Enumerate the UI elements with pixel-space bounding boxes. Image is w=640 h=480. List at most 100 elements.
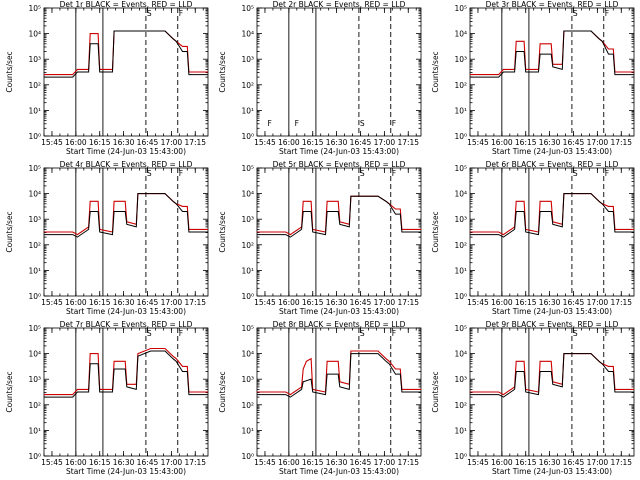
marker-letter: F (179, 9, 183, 18)
x-tick-label: 16:00 (491, 458, 513, 467)
x-tick-label: 15:45 (467, 458, 489, 467)
y-tick-label: 10⁰ (454, 452, 467, 461)
plot-frame (43, 327, 209, 457)
panel-det-5r: Det 5r BLACK = Events, RED = LLD Counts/s… (218, 160, 422, 316)
panel-det-7r: Det 7r BLACK = Events, RED = LLD Counts/s… (5, 320, 209, 476)
y-tick-label: 10⁰ (454, 292, 467, 301)
x-tick-label: 16:45 (563, 138, 585, 147)
y-tick-label: 10⁴ (454, 190, 467, 199)
x-axis-label: Start Time (24-Jun-03 15:43:00) (279, 147, 399, 156)
x-tick-label: 16:00 (491, 138, 513, 147)
x-tick-label: 16:30 (113, 298, 135, 307)
y-axis-label: Counts/sec (218, 211, 227, 252)
x-tick-label: 17:00 (374, 458, 396, 467)
x-tick-label: 16:30 (113, 458, 135, 467)
x-tick-label: 16:45 (350, 458, 372, 467)
panel-det-3r: Det 3r BLACK = Events, RED = LLD Counts/s… (431, 0, 635, 156)
y-tick-label: 10⁵ (454, 4, 467, 13)
y-tick-label: 10⁵ (241, 324, 254, 333)
x-tick-label: 17:15 (184, 458, 206, 467)
x-axis-label: Start Time (24-Jun-03 15:43:00) (492, 307, 612, 316)
plot-frame (43, 7, 209, 137)
lld-series-line (44, 30, 208, 76)
plot-frame (469, 7, 635, 137)
panel-det-9r: Det 9r BLACK = Events, RED = LLD Counts/s… (431, 320, 635, 476)
x-axis-label: Start Time (24-Jun-03 15:43:00) (66, 467, 186, 476)
y-tick-label: 10¹ (454, 266, 467, 275)
x-tick-label: 16:00 (65, 298, 87, 307)
y-tick-label: 10¹ (241, 266, 254, 275)
x-tick-label: 16:30 (113, 138, 135, 147)
events-series-line (470, 30, 634, 78)
x-tick-label: 15:45 (254, 458, 276, 467)
y-tick-label: 10² (241, 241, 254, 250)
x-tick-label: 16:00 (65, 458, 87, 467)
x-tick-label: 16:15 (302, 458, 324, 467)
panel-title: Det 7r BLACK = Events, RED = LLD (60, 320, 193, 329)
x-tick-label: 17:15 (184, 298, 206, 307)
y-tick-label: 10⁴ (454, 30, 467, 39)
panel-title: Det 5r BLACK = Events, RED = LLD (273, 160, 406, 169)
x-tick-label: 15:45 (41, 458, 63, 467)
y-tick-label: 10⁵ (241, 164, 254, 173)
y-tick-label: 10⁵ (28, 324, 41, 333)
x-tick-label: 16:30 (326, 138, 348, 147)
x-tick-label: 15:45 (254, 298, 276, 307)
events-series-line (257, 353, 421, 398)
y-tick-label: 10⁵ (454, 164, 467, 173)
y-tick-label: 10³ (241, 55, 254, 64)
x-tick-label: 15:45 (254, 138, 276, 147)
y-tick-label: 10² (28, 81, 41, 90)
panel-det-6r: Det 6r BLACK = Events, RED = LLD Counts/s… (431, 160, 635, 316)
x-tick-label: 17:00 (587, 458, 609, 467)
y-tick-label: 10¹ (28, 426, 41, 435)
x-tick-label: 16:15 (89, 298, 111, 307)
marker-letter: S (573, 169, 578, 178)
x-tick-label: 16:00 (65, 138, 87, 147)
x-tick-label: 16:45 (350, 298, 372, 307)
x-tick-label: 17:00 (161, 138, 183, 147)
events-series-line (44, 193, 208, 238)
y-tick-label: 10² (28, 241, 41, 250)
y-tick-label: 10² (454, 81, 467, 90)
y-tick-label: 10¹ (241, 106, 254, 115)
y-tick-label: 10⁵ (28, 164, 41, 173)
marker-letter: F (605, 329, 609, 338)
panel-title: Det 1r BLACK = Events, RED = LLD (60, 0, 193, 9)
marker-letter: S (573, 329, 578, 338)
marker-letter: F (605, 9, 609, 18)
y-tick-label: 10⁴ (454, 350, 467, 359)
x-tick-label: 17:00 (587, 298, 609, 307)
x-tick-label: 17:00 (374, 138, 396, 147)
x-tick-label: 16:00 (491, 298, 513, 307)
panel-det-2r: Det 2r BLACK = Events, RED = LLD Counts/s… (218, 0, 422, 156)
x-tick-label: 16:45 (350, 138, 372, 147)
y-tick-label: 10³ (28, 375, 41, 384)
y-tick-label: 10¹ (454, 426, 467, 435)
x-tick-label: 17:15 (610, 458, 632, 467)
y-tick-label: 10⁵ (241, 4, 254, 13)
x-tick-label: 16:30 (539, 298, 561, 307)
x-tick-label: 17:00 (374, 298, 396, 307)
marker-letter: F (268, 119, 272, 128)
x-tick-label: 17:00 (161, 458, 183, 467)
y-tick-label: 10⁵ (454, 324, 467, 333)
x-tick-label: 16:15 (89, 138, 111, 147)
y-tick-label: 10¹ (28, 266, 41, 275)
x-axis-label: Start Time (24-Jun-03 15:43:00) (66, 307, 186, 316)
x-axis-label: Start Time (24-Jun-03 15:43:00) (492, 467, 612, 476)
x-tick-label: 16:30 (539, 138, 561, 147)
y-tick-label: 10³ (454, 55, 467, 64)
lld-series-line (257, 350, 421, 396)
y-axis-label: Counts/sec (5, 211, 14, 252)
panel-det-8r: Det 8r BLACK = Events, RED = LLD Counts/s… (218, 320, 422, 476)
panel-title: Det 9r BLACK = Events, RED = LLD (486, 320, 619, 329)
y-tick-label: 10⁰ (28, 452, 41, 461)
events-series-line (470, 193, 634, 238)
y-axis-label: Counts/sec (431, 211, 440, 252)
y-tick-label: 10³ (28, 215, 41, 224)
y-tick-label: 10⁵ (28, 4, 41, 13)
y-tick-label: 10¹ (28, 106, 41, 115)
y-tick-label: 10⁰ (241, 292, 254, 301)
x-tick-label: 16:00 (278, 138, 300, 147)
